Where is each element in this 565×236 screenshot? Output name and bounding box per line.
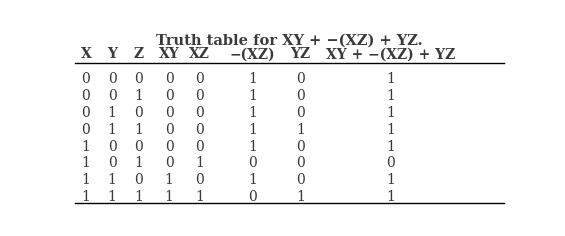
Text: 1: 1 <box>81 139 90 154</box>
Text: 1: 1 <box>386 173 395 187</box>
Text: 1: 1 <box>296 123 305 137</box>
Text: 1: 1 <box>81 156 90 170</box>
Text: 0: 0 <box>134 173 143 187</box>
Text: 0: 0 <box>134 72 143 86</box>
Text: 1: 1 <box>165 190 173 204</box>
Text: 1: 1 <box>134 156 143 170</box>
Text: 0: 0 <box>296 156 305 170</box>
Text: 0: 0 <box>165 139 173 154</box>
Text: 0: 0 <box>195 89 204 103</box>
Text: 0: 0 <box>165 156 173 170</box>
Text: 1: 1 <box>386 123 395 137</box>
Text: 1: 1 <box>248 173 257 187</box>
Text: 1: 1 <box>386 190 395 204</box>
Text: 0: 0 <box>386 156 394 170</box>
Text: 0: 0 <box>296 106 305 120</box>
Text: 1: 1 <box>386 72 395 86</box>
Text: 1: 1 <box>195 156 204 170</box>
Text: 0: 0 <box>81 72 90 86</box>
Text: 0: 0 <box>165 123 173 137</box>
Text: 1: 1 <box>134 89 143 103</box>
Text: 0: 0 <box>134 139 143 154</box>
Text: Truth table for XY + −(XZ) + YZ.: Truth table for XY + −(XZ) + YZ. <box>157 34 423 48</box>
Text: 1: 1 <box>134 190 143 204</box>
Text: 1: 1 <box>248 72 257 86</box>
Text: 0: 0 <box>108 156 116 170</box>
Text: −(XZ): −(XZ) <box>229 47 275 61</box>
Text: 0: 0 <box>248 156 257 170</box>
Text: YZ: YZ <box>290 47 311 61</box>
Text: 1: 1 <box>108 123 116 137</box>
Text: 0: 0 <box>195 173 204 187</box>
Text: Z: Z <box>133 47 144 61</box>
Text: 1: 1 <box>386 106 395 120</box>
Text: 0: 0 <box>248 190 257 204</box>
Text: 0: 0 <box>108 72 116 86</box>
Text: 1: 1 <box>81 190 90 204</box>
Text: 0: 0 <box>296 89 305 103</box>
Text: 1: 1 <box>386 139 395 154</box>
Text: 0: 0 <box>195 106 204 120</box>
Text: 1: 1 <box>248 139 257 154</box>
Text: XY + −(XZ) + YZ: XY + −(XZ) + YZ <box>325 47 455 61</box>
Text: 1: 1 <box>108 173 116 187</box>
Text: XY: XY <box>159 47 180 61</box>
Text: 1: 1 <box>248 89 257 103</box>
Text: 0: 0 <box>81 123 90 137</box>
Text: 1: 1 <box>296 190 305 204</box>
Text: 0: 0 <box>81 106 90 120</box>
Text: 1: 1 <box>108 106 116 120</box>
Text: 0: 0 <box>165 72 173 86</box>
Text: 1: 1 <box>134 123 143 137</box>
Text: 1: 1 <box>195 190 204 204</box>
Text: 1: 1 <box>165 173 173 187</box>
Text: Y: Y <box>107 47 117 61</box>
Text: 0: 0 <box>195 123 204 137</box>
Text: 1: 1 <box>386 89 395 103</box>
Text: 0: 0 <box>165 106 173 120</box>
Text: 0: 0 <box>195 139 204 154</box>
Text: 0: 0 <box>296 72 305 86</box>
Text: 0: 0 <box>165 89 173 103</box>
Text: 1: 1 <box>108 190 116 204</box>
Text: 0: 0 <box>108 139 116 154</box>
Text: 0: 0 <box>81 89 90 103</box>
Text: 1: 1 <box>248 123 257 137</box>
Text: 0: 0 <box>195 72 204 86</box>
Text: X: X <box>81 47 92 61</box>
Text: 0: 0 <box>296 173 305 187</box>
Text: 1: 1 <box>248 106 257 120</box>
Text: XZ: XZ <box>189 47 210 61</box>
Text: 0: 0 <box>134 106 143 120</box>
Text: 1: 1 <box>81 173 90 187</box>
Text: 0: 0 <box>108 89 116 103</box>
Text: 0: 0 <box>296 139 305 154</box>
